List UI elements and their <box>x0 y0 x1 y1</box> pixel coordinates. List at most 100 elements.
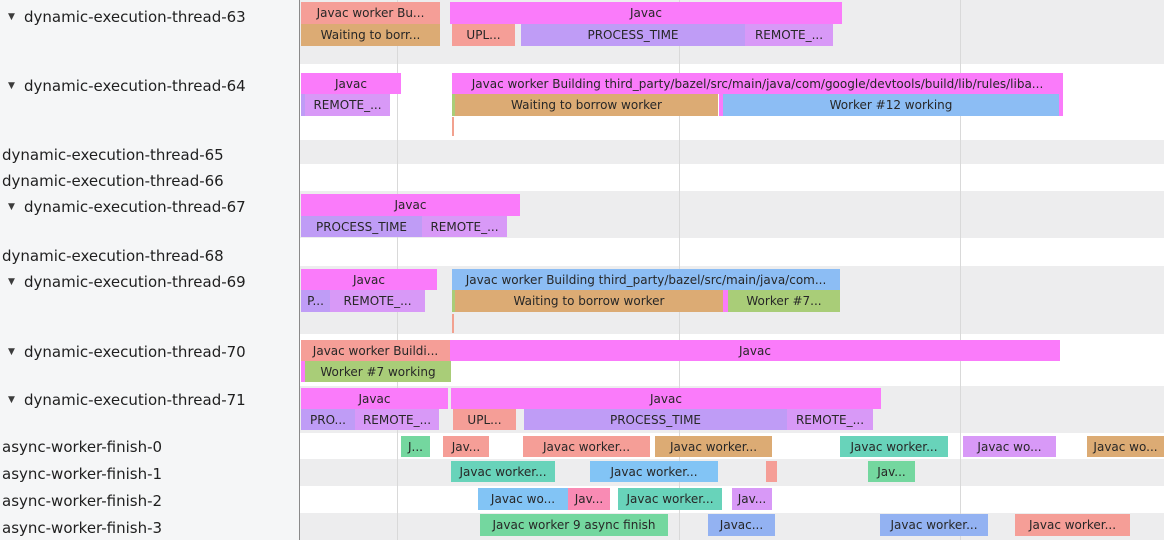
trace-event-bar[interactable]: P... <box>301 290 330 312</box>
trace-event-bar[interactable]: Javac wo... <box>1087 436 1164 457</box>
sidebar-item-dynamic-execution-thread-63[interactable]: ▼ dynamic-execution-thread-63 <box>0 3 246 31</box>
trace-event-bar[interactable]: UPL... <box>452 24 515 46</box>
trace-event-bar[interactable]: Javac worker... <box>523 436 650 457</box>
thread-name-label: dynamic-execution-thread-70 <box>24 343 246 361</box>
trace-event-bar[interactable]: UPL... <box>453 409 516 430</box>
sidebar-item-dynamic-execution-thread-70[interactable]: ▼ dynamic-execution-thread-70 <box>0 338 246 366</box>
collapse-arrow-icon[interactable]: ▼ <box>8 12 15 22</box>
collapse-arrow-icon[interactable]: ▼ <box>8 395 15 405</box>
trace-event-label: Javac <box>650 391 682 406</box>
sidebar-item-dynamic-execution-thread-69[interactable]: ▼ dynamic-execution-thread-69 <box>0 268 246 296</box>
trace-event-bar[interactable]: Waiting to borr... <box>301 24 440 46</box>
trace-event-bar[interactable] <box>719 94 723 116</box>
trace-event-label: Javac <box>394 198 427 212</box>
sidebar-item-dynamic-execution-thread-66[interactable]: dynamic-execution-thread-66 <box>0 167 224 195</box>
sidebar-item-async-worker-finish-3[interactable]: async-worker-finish-3 <box>0 514 162 542</box>
timeline-gridline <box>960 0 961 540</box>
trace-event-bar[interactable]: REMOTE_... <box>330 290 425 312</box>
trace-event-bar[interactable] <box>723 290 728 312</box>
trace-event-label: Worker #12 working <box>829 98 953 112</box>
trace-event-label: Javac worker Building third_party/bazel/… <box>465 272 827 287</box>
trace-event-bar[interactable]: Javac worker Buildi... <box>301 340 450 361</box>
trace-event-bar[interactable]: Javac <box>450 2 842 24</box>
trace-event-bar[interactable]: REMOTE_... <box>355 409 439 430</box>
trace-event-label: Javac worker... <box>542 439 631 454</box>
trace-event-bar[interactable]: Javac <box>301 269 437 290</box>
trace-event-bar[interactable]: Worker #7 working <box>305 361 451 382</box>
trace-event-bar[interactable]: Javac worker Building third_party/bazel/… <box>452 73 1063 94</box>
collapse-arrow-icon[interactable]: ▼ <box>8 81 15 91</box>
trace-event-label: Javac <box>739 343 771 358</box>
trace-event-bar[interactable]: REMOTE_... <box>422 216 507 237</box>
trace-event-bar[interactable]: Javac <box>450 340 1060 361</box>
trace-event-label: PRO... <box>310 412 346 427</box>
thread-name-label: dynamic-execution-thread-66 <box>2 172 224 190</box>
trace-event-bar[interactable]: Jav... <box>568 488 610 510</box>
trace-event-bar[interactable]: PROCESS_TIME <box>301 216 422 237</box>
trace-event-bar[interactable]: Javac worker... <box>840 436 948 457</box>
trace-event-bar[interactable]: Javac worker Building third_party/bazel/… <box>452 269 840 290</box>
trace-event-bar[interactable]: PROCESS_TIME <box>524 409 787 430</box>
trace-event-bar[interactable]: Waiting to borrow worker <box>455 94 718 116</box>
trace-event-bar[interactable] <box>452 94 455 116</box>
trace-event-bar[interactable]: Jav... <box>868 461 915 482</box>
trace-event-label: Javac worker... <box>890 518 978 532</box>
trace-event-bar[interactable]: REMOTE_... <box>787 409 873 430</box>
trace-event-bar[interactable] <box>452 290 455 312</box>
trace-event-bar[interactable]: Javac <box>301 388 448 409</box>
trace-event-label: Jav... <box>574 492 604 506</box>
trace-event-bar[interactable]: Javac... <box>708 514 775 536</box>
trace-event-bar[interactable]: Javac worker... <box>880 514 988 536</box>
trace-event-bar[interactable]: Javac worker Bu... <box>301 2 440 24</box>
trace-event-bar[interactable] <box>301 94 305 116</box>
sidebar-item-async-worker-finish-0[interactable]: async-worker-finish-0 <box>0 433 162 461</box>
trace-event-label: Jav... <box>877 464 906 479</box>
trace-event-label: Javac wo... <box>977 439 1042 454</box>
trace-event-bar[interactable]: Javac worker... <box>590 461 718 482</box>
sidebar-item-dynamic-execution-thread-65[interactable]: dynamic-execution-thread-65 <box>0 141 224 169</box>
trace-event-bar[interactable]: PROCESS_TIME <box>521 24 745 46</box>
trace-event-bar[interactable] <box>1059 94 1063 116</box>
trace-event-label: REMOTE_... <box>313 98 382 112</box>
trace-event-label: REMOTE_... <box>362 412 432 427</box>
sidebar-item-dynamic-execution-thread-68[interactable]: dynamic-execution-thread-68 <box>0 242 224 270</box>
trace-event-label: REMOTE_... <box>343 294 412 308</box>
trace-event-bar[interactable]: Worker #7... <box>728 290 840 312</box>
trace-event-label: REMOTE_... <box>754 28 824 42</box>
trace-event-label: Jav... <box>737 492 767 506</box>
trace-event-bar[interactable] <box>301 361 305 382</box>
sidebar-item-dynamic-execution-thread-67[interactable]: ▼ dynamic-execution-thread-67 <box>0 193 246 221</box>
collapse-arrow-icon[interactable]: ▼ <box>8 277 15 287</box>
trace-event-label: PROCESS_TIME <box>315 219 408 234</box>
trace-event-bar[interactable] <box>766 461 777 482</box>
trace-event-bar[interactable]: Javac worker 9 async finish <box>480 514 668 536</box>
trace-event-bar[interactable]: Javac worker... <box>1015 514 1130 536</box>
sidebar-item-async-worker-finish-1[interactable]: async-worker-finish-1 <box>0 460 162 488</box>
trace-event-bar[interactable]: PRO... <box>301 409 355 430</box>
trace-event-bar[interactable]: Javac <box>301 194 520 216</box>
trace-event-bar[interactable]: Javac wo... <box>478 488 568 510</box>
trace-event-bar[interactable]: Javac wo... <box>963 436 1056 457</box>
trace-event-bar[interactable]: REMOTE_... <box>305 94 390 116</box>
trace-event-label: Javac <box>353 272 385 287</box>
collapse-arrow-icon[interactable]: ▼ <box>8 347 15 357</box>
trace-event-bar[interactable]: Javac worker... <box>655 436 772 457</box>
trace-event-bar[interactable]: REMOTE_... <box>745 24 833 46</box>
sidebar-item-dynamic-execution-thread-71[interactable]: ▼ dynamic-execution-thread-71 <box>0 386 246 414</box>
trace-event-bar[interactable]: Javac <box>301 73 401 94</box>
thread-name-label: async-worker-finish-1 <box>2 465 163 483</box>
trace-event-bar[interactable]: Javac worker... <box>451 461 555 482</box>
trace-event-bar[interactable]: Jav... <box>732 488 772 510</box>
trace-event-bar[interactable]: Waiting to borrow worker <box>455 290 723 312</box>
sidebar-item-async-worker-finish-2[interactable]: async-worker-finish-2 <box>0 487 162 515</box>
trace-event-bar[interactable]: Worker #12 working <box>723 94 1059 116</box>
trace-event-bar[interactable]: J... <box>401 436 430 457</box>
trace-event-bar[interactable]: Javac worker... <box>618 488 722 510</box>
sidebar-item-dynamic-execution-thread-64[interactable]: ▼ dynamic-execution-thread-64 <box>0 72 246 100</box>
trace-event-bar[interactable]: Javac <box>451 388 881 409</box>
trace-event-bar[interactable]: Jav... <box>443 436 489 457</box>
trace-event-label: Javac wo... <box>1093 439 1158 454</box>
trace-event-label: Javac worker... <box>459 464 547 479</box>
collapse-arrow-icon[interactable]: ▼ <box>8 202 15 212</box>
